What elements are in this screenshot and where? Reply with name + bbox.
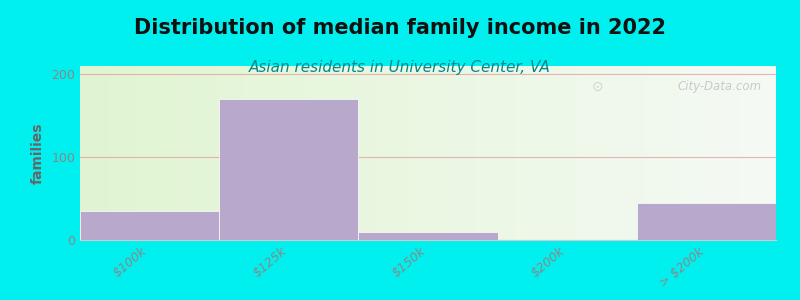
- Text: Distribution of median family income in 2022: Distribution of median family income in …: [134, 18, 666, 38]
- Bar: [358, 232, 498, 240]
- Text: ⊙: ⊙: [591, 80, 603, 94]
- Bar: [80, 211, 219, 240]
- Bar: [637, 203, 776, 240]
- Y-axis label: families: families: [30, 122, 44, 184]
- Text: Asian residents in University Center, VA: Asian residents in University Center, VA: [249, 60, 551, 75]
- Bar: [219, 99, 358, 240]
- Text: City-Data.com: City-Data.com: [678, 80, 762, 93]
